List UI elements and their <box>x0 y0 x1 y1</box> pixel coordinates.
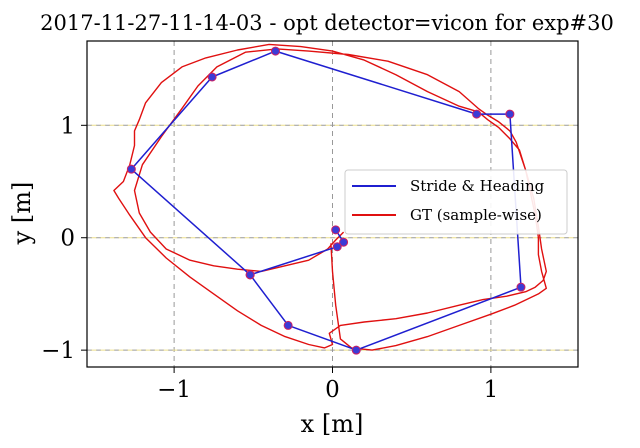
legend-label-gt: GT (sample-wise) <box>410 206 542 224</box>
x-tick-label: 1 <box>484 377 499 403</box>
stride-point <box>516 282 526 292</box>
stride-point <box>126 164 136 174</box>
stride-point <box>332 242 342 252</box>
legend-box <box>344 169 568 235</box>
y-tick-label: 1 <box>60 113 75 139</box>
stride-point <box>505 109 515 119</box>
chart-title: 2017-11-27-11-14-03 - opt detector=vicon… <box>40 11 614 35</box>
stride-point <box>207 72 217 82</box>
stride-point <box>270 46 280 56</box>
x-axis-label: x [m] <box>301 410 364 438</box>
x-tick-label: −1 <box>157 377 191 403</box>
stride-point <box>283 320 293 330</box>
tick-layer: −1 0 1 −1 0 1 <box>41 113 498 403</box>
x-tick-label: 0 <box>325 377 340 403</box>
series-layer <box>113 43 547 355</box>
stride-point <box>351 345 361 355</box>
stride-point <box>472 109 482 119</box>
stride-point <box>331 225 341 235</box>
stride-point <box>245 270 255 280</box>
y-axis-label: y [m] <box>8 182 36 246</box>
y-tick-label: −1 <box>41 338 75 364</box>
legend: Stride & Heading GT (sample-wise) <box>344 169 568 235</box>
legend-label-stride: Stride & Heading <box>410 177 545 195</box>
y-tick-label: 0 <box>60 226 75 252</box>
stride-point <box>339 237 349 247</box>
